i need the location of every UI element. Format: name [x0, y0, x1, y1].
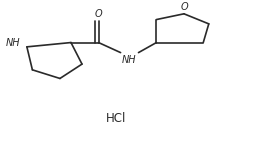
Text: O: O — [180, 2, 188, 12]
Text: NH: NH — [122, 55, 137, 65]
Text: O: O — [95, 9, 102, 19]
Text: NH: NH — [6, 38, 20, 48]
Text: HCl: HCl — [106, 112, 127, 125]
